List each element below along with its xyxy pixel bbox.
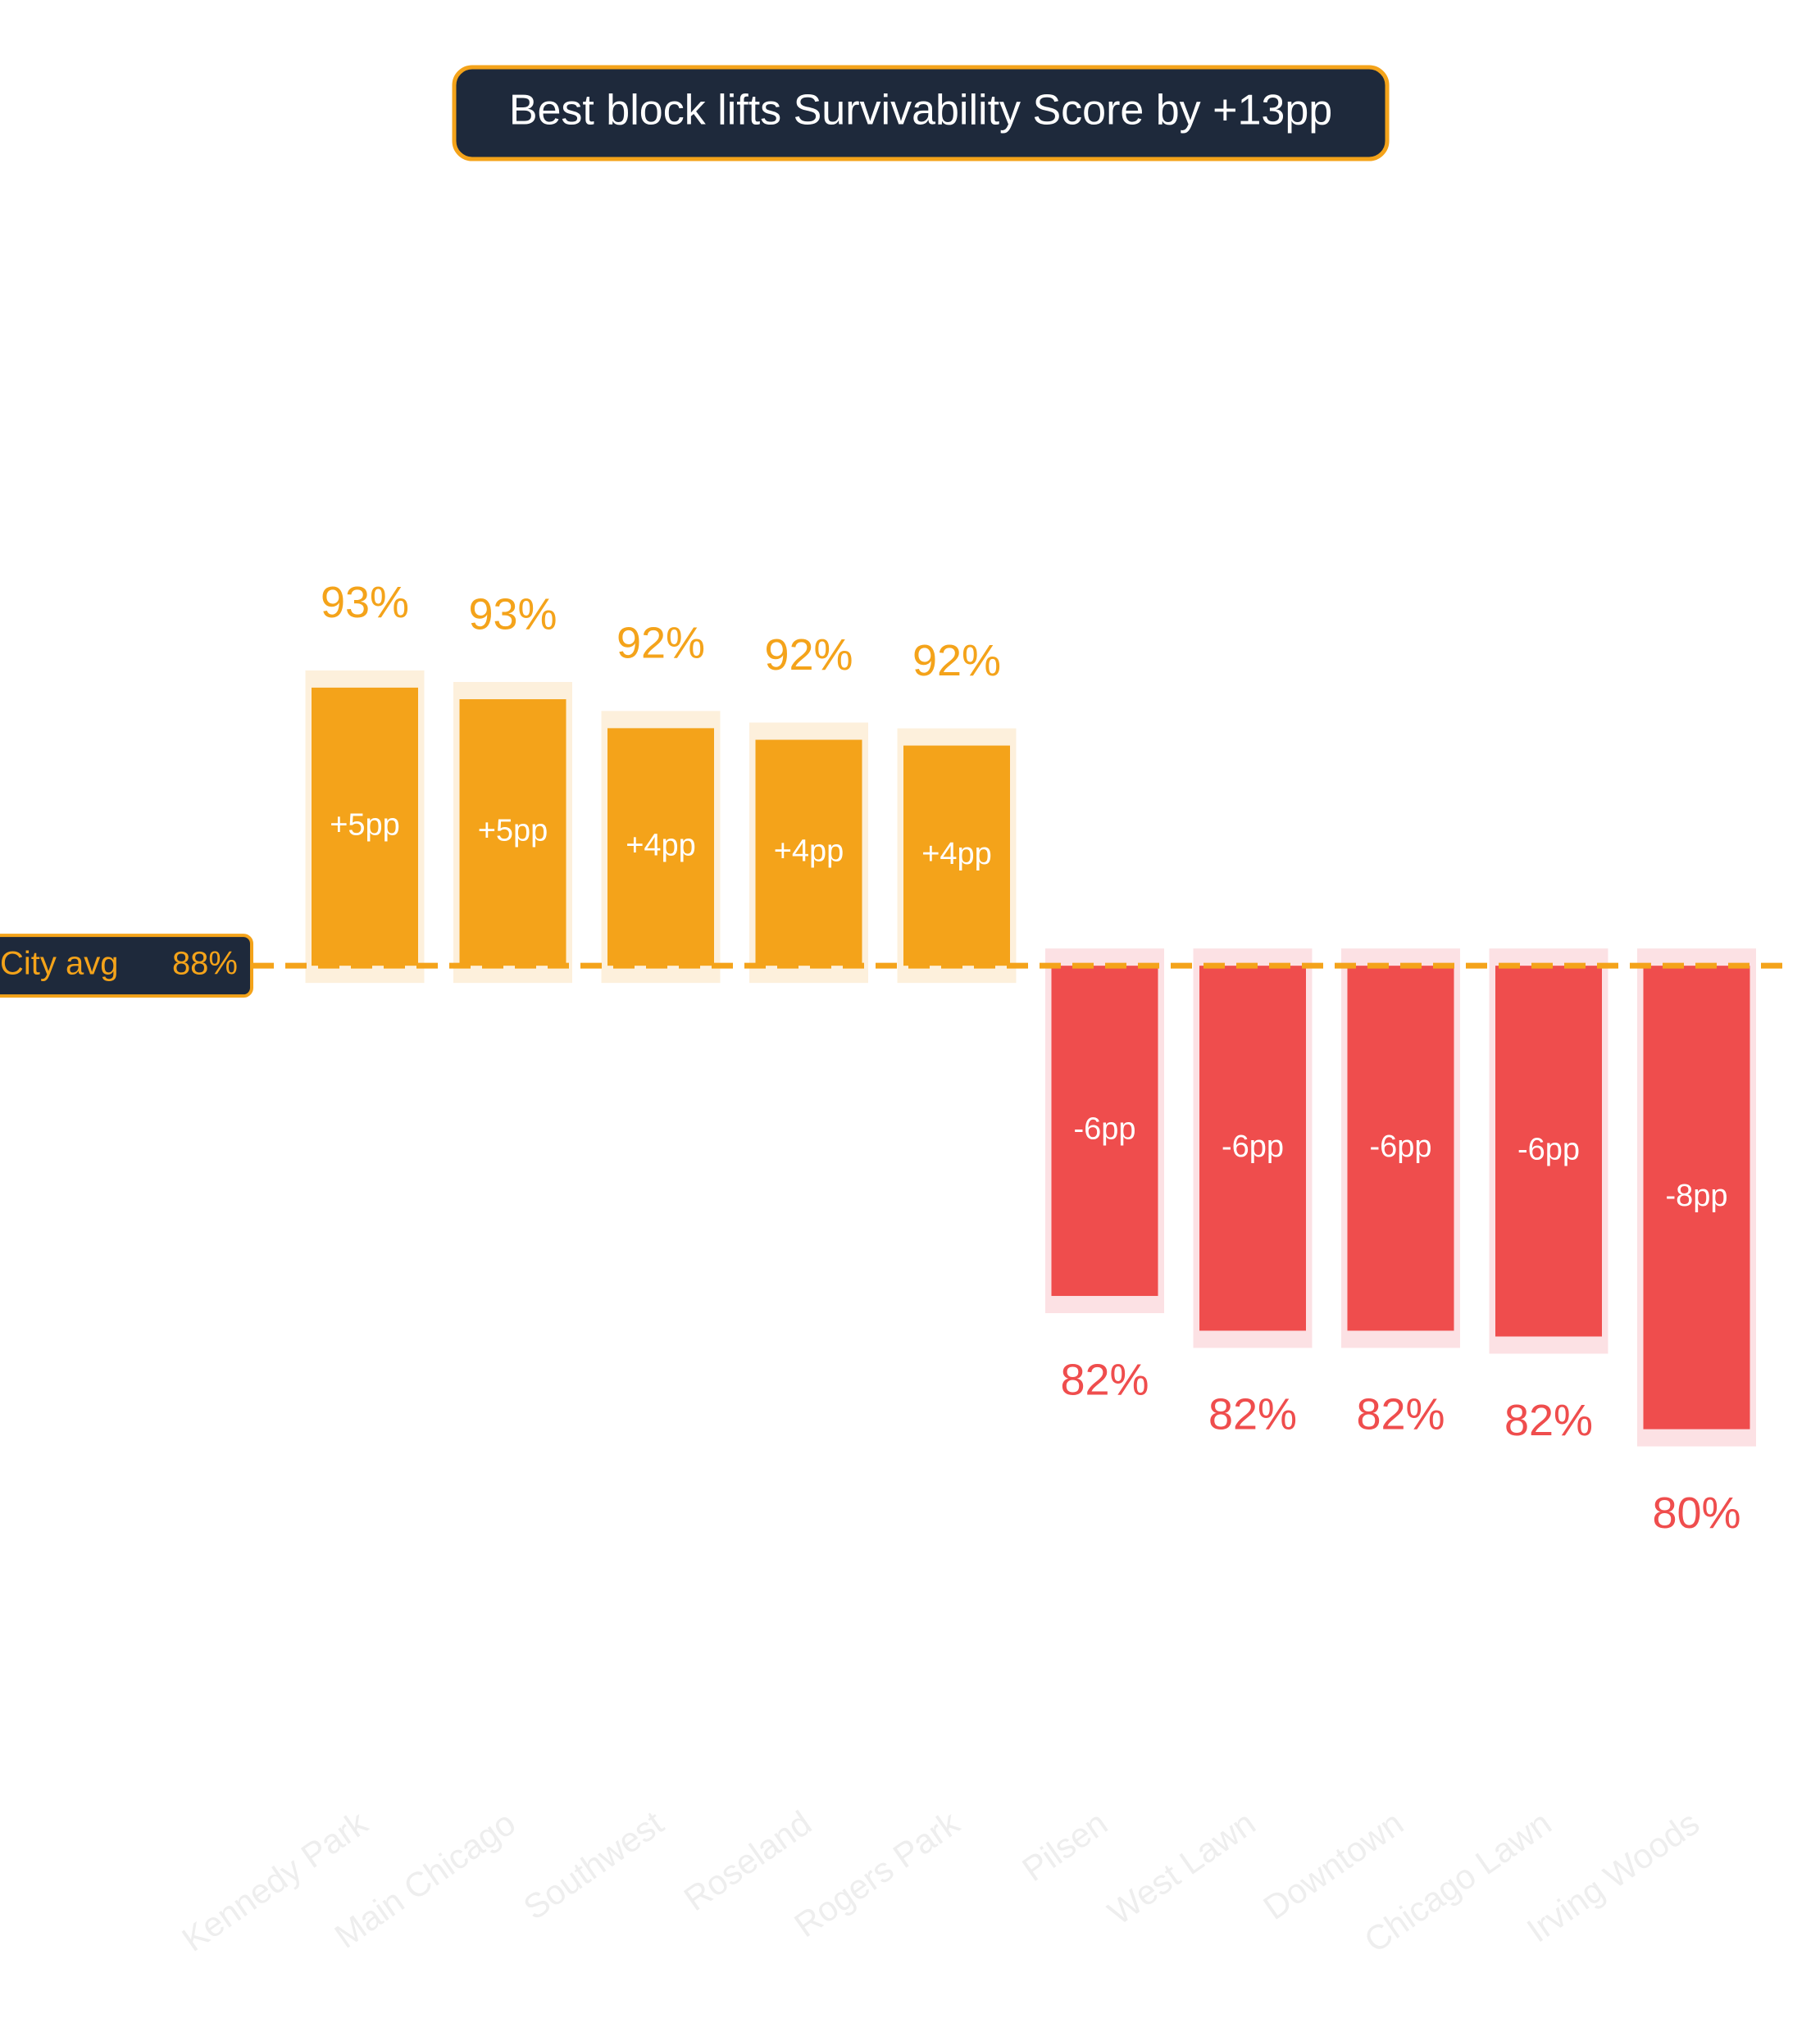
delta-label: +5pp — [478, 814, 548, 848]
bar — [903, 745, 1010, 966]
value-label: 92% — [764, 630, 853, 680]
delta-label: -8pp — [1665, 1179, 1727, 1213]
value-label: 92% — [617, 619, 705, 668]
delta-label: -6pp — [1517, 1132, 1580, 1166]
x-tick-label: West Lawn — [1101, 1803, 1263, 1932]
reference-label: City avg 88% — [0, 934, 253, 998]
reference-box — [0, 934, 253, 998]
x-tick-label: Rogers Park — [787, 1802, 967, 1944]
bar — [312, 687, 418, 966]
bar — [459, 699, 566, 966]
value-label: 82% — [1208, 1390, 1297, 1439]
value-label: 92% — [912, 636, 1001, 685]
reference-name: City avg — [0, 946, 119, 982]
delta-label: +4pp — [921, 837, 992, 871]
value-label: 80% — [1652, 1489, 1740, 1538]
bar — [1495, 966, 1602, 1337]
delta-label: -6pp — [1222, 1130, 1284, 1164]
bar — [1051, 966, 1158, 1297]
value-label: 93% — [321, 578, 409, 627]
bar — [755, 739, 862, 966]
chart-title: Best block lifts Survivability Score by … — [509, 87, 1332, 134]
value-label: 93% — [468, 589, 557, 639]
x-tick-label: Pilsen — [1015, 1803, 1114, 1889]
delta-label: -6pp — [1369, 1130, 1431, 1164]
delta-label: -6pp — [1073, 1112, 1135, 1147]
bar — [1347, 966, 1454, 1331]
reference-value: 88% — [172, 946, 238, 982]
x-tick-label: Southwest — [516, 1803, 671, 1927]
value-label: 82% — [1356, 1390, 1445, 1439]
bar — [1199, 966, 1306, 1331]
bar — [1643, 966, 1750, 1430]
bar — [607, 728, 714, 966]
value-label: 82% — [1504, 1396, 1593, 1445]
value-label: 82% — [1060, 1355, 1149, 1404]
delta-label: +4pp — [774, 834, 844, 868]
delta-label: +4pp — [626, 828, 696, 862]
title-box — [452, 65, 1390, 161]
x-tick-label: Roseland — [677, 1803, 818, 1918]
delta-label: +5pp — [330, 808, 400, 843]
